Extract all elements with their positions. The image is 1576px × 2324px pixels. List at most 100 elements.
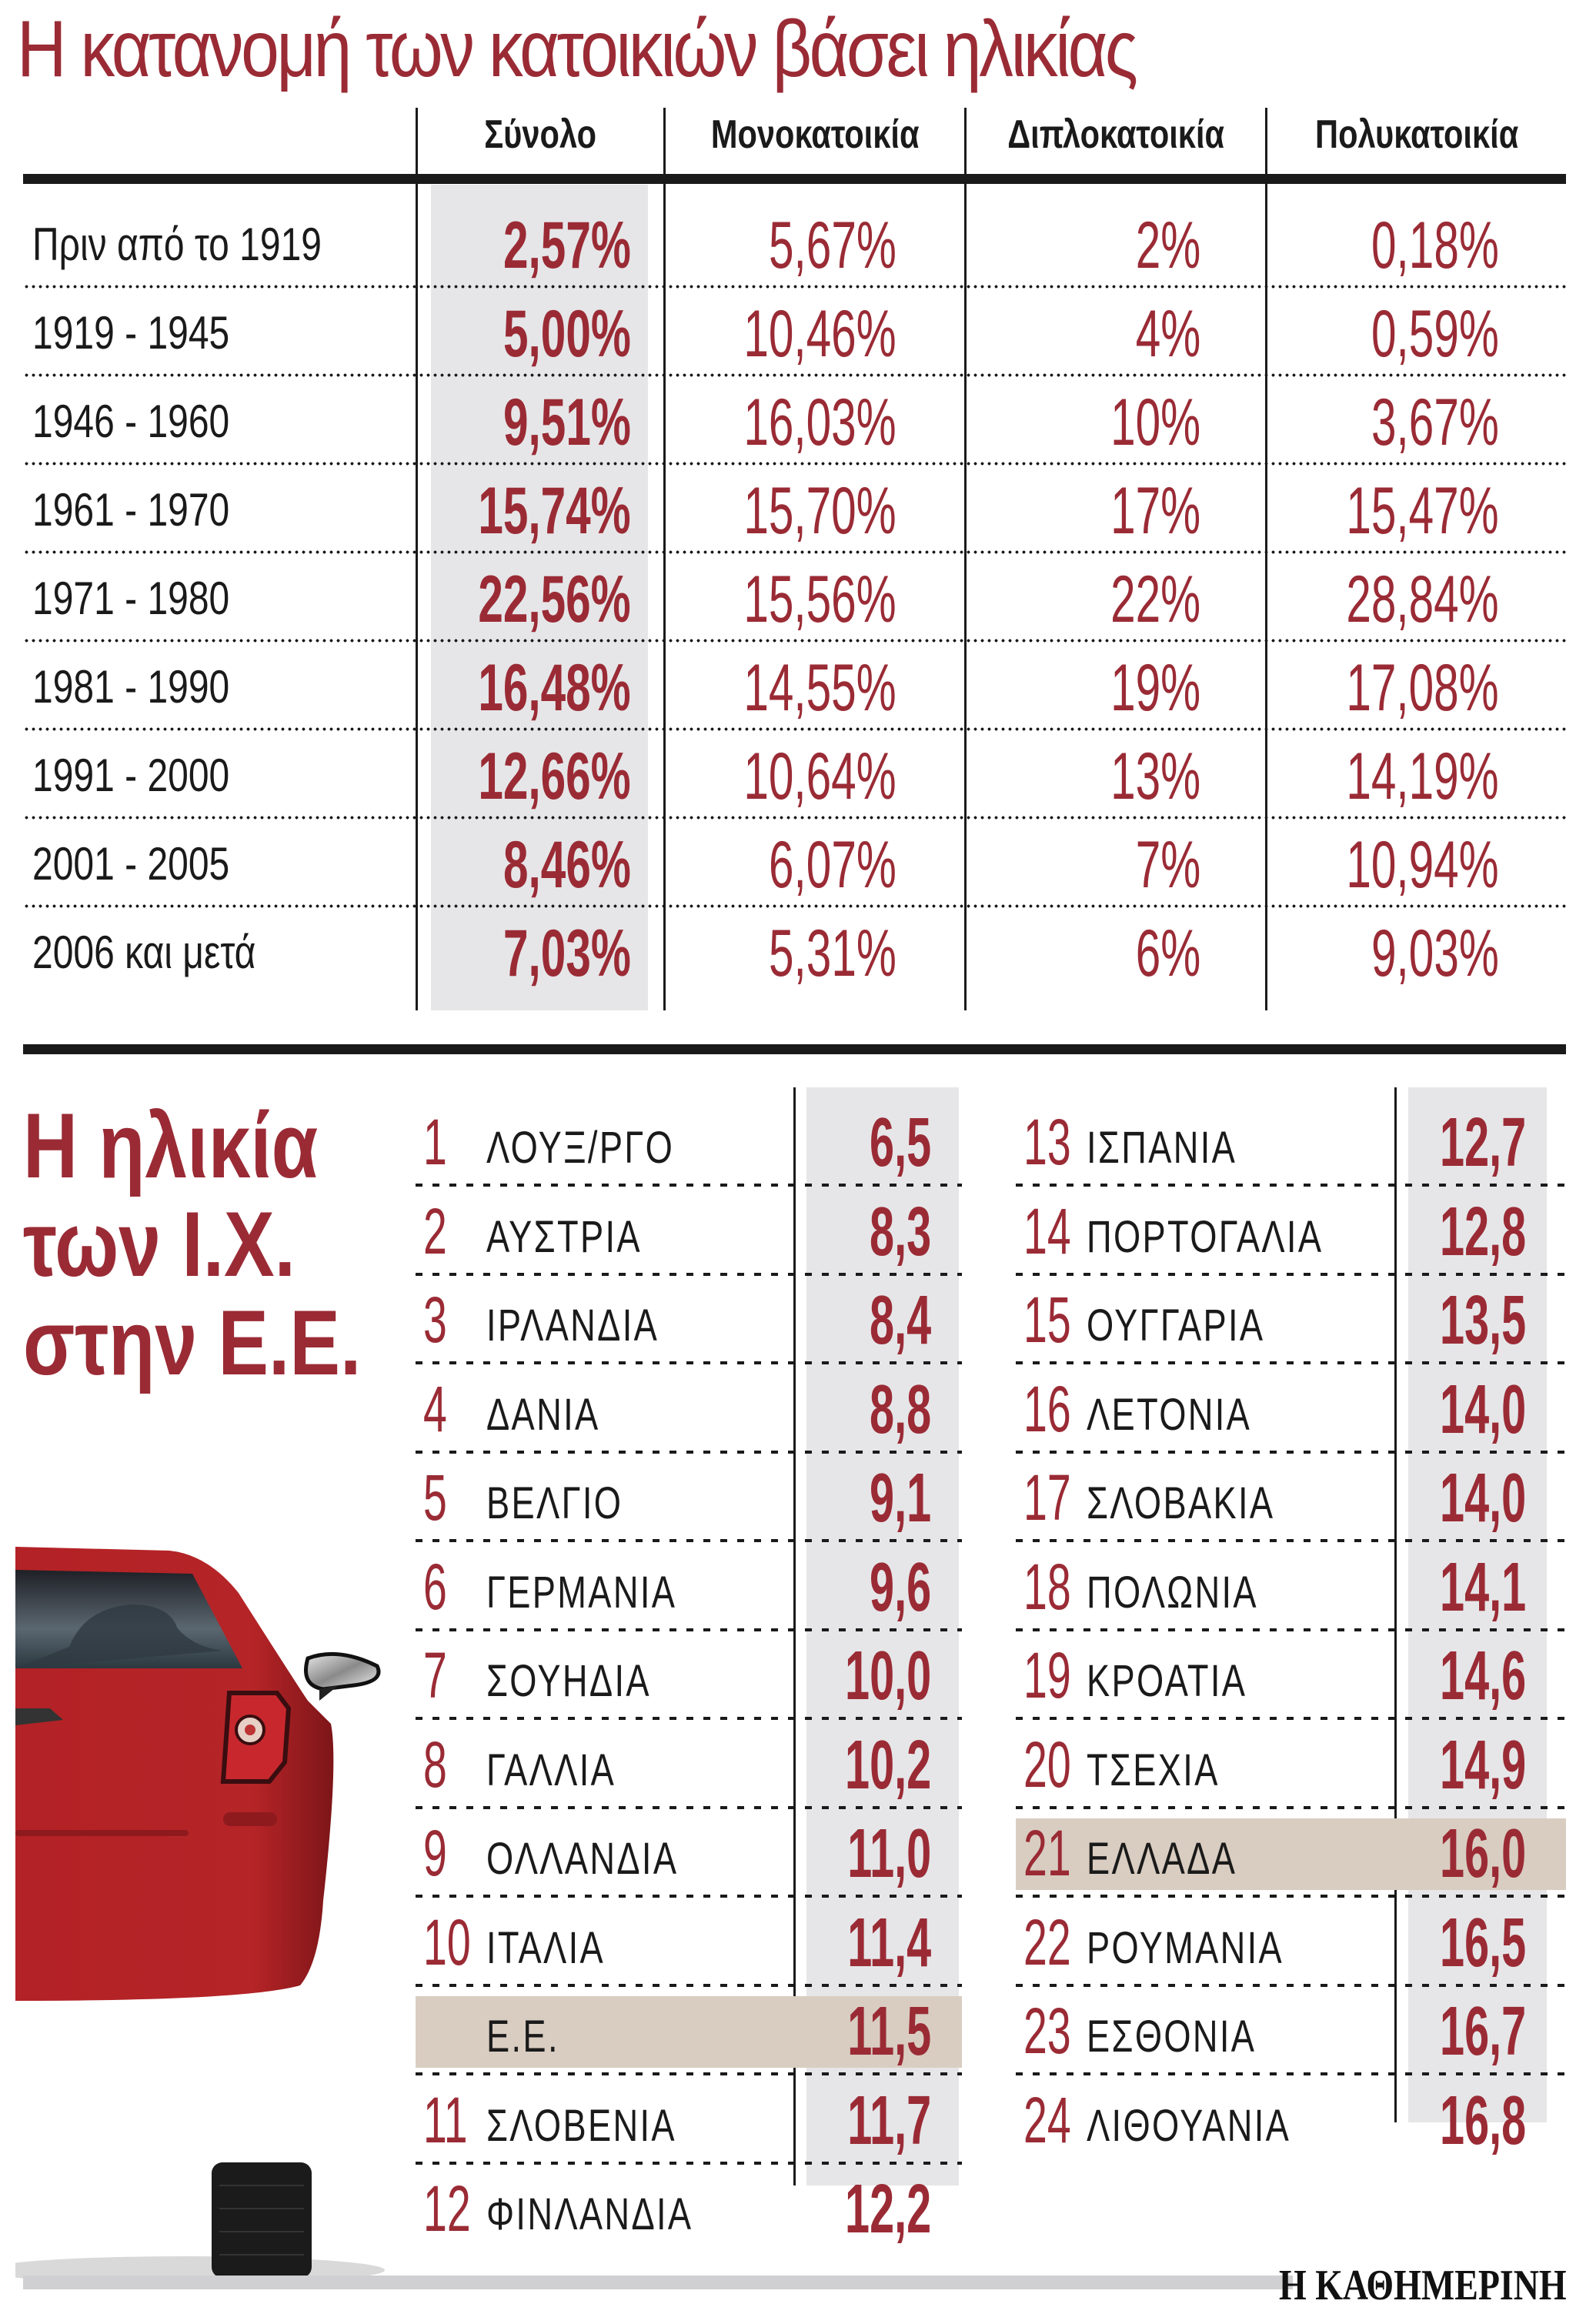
red-car-illustration bbox=[15, 1547, 385, 2284]
period-label: 2001 - 2005 bbox=[32, 838, 230, 890]
country-name: ΙΡΛΑΝΔΙΑ bbox=[486, 1301, 659, 1351]
country-name: ΕΣΘΟΝΙΑ bbox=[1087, 2012, 1257, 2062]
average-age-value: 12,2 bbox=[844, 2171, 931, 2248]
country-name: ΟΥΓΓΑΡΙΑ bbox=[1087, 1301, 1265, 1351]
row-separator bbox=[1016, 1805, 1566, 1809]
average-age-value: 11,4 bbox=[847, 1904, 931, 1982]
rank-number: 19 bbox=[1023, 1639, 1071, 1711]
rank-number: 13 bbox=[1023, 1106, 1071, 1178]
right-column-divider bbox=[1394, 1087, 1397, 2122]
country-name: ΔΑΝΙΑ bbox=[486, 1389, 600, 1440]
table-row: 1991 - 2000 12,66% 10,64% 13% 14,19% bbox=[23, 731, 1566, 820]
average-age-value: 14,1 bbox=[1439, 1548, 1526, 1626]
left-column-divider bbox=[793, 1087, 796, 2185]
detached-value: 6,07% bbox=[769, 828, 897, 902]
table-row: 2001 - 2005 8,46% 6,07% 7% 10,94% bbox=[23, 820, 1566, 908]
list-item: 8 ΓΑΛΛΙΑ 10,2 bbox=[416, 1721, 962, 1809]
country-name: ΒΕΛΓΙΟ bbox=[486, 1478, 623, 1528]
country-name: ΤΣΕΧΙΑ bbox=[1087, 1745, 1220, 1795]
detached-value: 10,64% bbox=[743, 740, 897, 813]
column-divider bbox=[1265, 108, 1267, 1010]
rank-number: 24 bbox=[1023, 2083, 1071, 2156]
row-separator bbox=[1016, 1717, 1566, 1720]
apartment-value: 3,67% bbox=[1371, 386, 1499, 459]
row-separator bbox=[416, 1895, 962, 1898]
list-item: 19 ΚΡΟΑΤΙΑ 14,6 bbox=[1016, 1631, 1566, 1720]
semi-detached-value: 19% bbox=[1110, 651, 1200, 725]
period-label: 1991 - 2000 bbox=[32, 750, 230, 801]
average-age-value: 8,3 bbox=[869, 1193, 931, 1271]
list-item: 2 ΑΥΣΤΡΙΑ 8,3 bbox=[416, 1187, 962, 1276]
country-name: Ε.Ε. bbox=[486, 2012, 559, 2062]
semi-detached-value: 10% bbox=[1110, 386, 1200, 459]
list-item: 22 ΡΟΥΜΑΝΙΑ 16,5 bbox=[1016, 1898, 1566, 1987]
list-item: 5 ΒΕΛΓΙΟ 9,1 bbox=[416, 1454, 962, 1542]
total-value: 2,57% bbox=[503, 209, 631, 282]
rank-number: 10 bbox=[423, 1905, 471, 1978]
rank-number: 20 bbox=[1023, 1728, 1071, 1801]
country-name: ΠΟΛΩΝΙΑ bbox=[1087, 1567, 1258, 1618]
rank-number: 22 bbox=[1023, 1905, 1071, 1978]
semi-detached-value: 22% bbox=[1110, 563, 1200, 636]
right-value-column-shade bbox=[1408, 1087, 1547, 2122]
list-item: 13 ΙΣΠΑΝΙΑ 12,7 bbox=[1016, 1098, 1566, 1187]
country-name: ΠΟΡΤΟΓΑΛΙΑ bbox=[1087, 1211, 1324, 1262]
average-age-value: 9,6 bbox=[869, 1548, 931, 1626]
list-item: 3 ΙΡΛΑΝΔΙΑ 8,4 bbox=[416, 1276, 962, 1364]
period-label: Πριν από το 1919 bbox=[32, 219, 322, 270]
row-separator bbox=[1016, 1184, 1566, 1187]
publisher-logo: Η ΚΑΘΗΜΕΡΙΝΗ bbox=[1279, 2262, 1567, 2309]
highlighted-list-item: Ε.Ε. 11,5 bbox=[416, 1987, 962, 2075]
row-separator bbox=[416, 2161, 962, 2165]
table-row: Πριν από το 1919 2,57% 5,67% 2% 0,18% bbox=[23, 200, 1566, 289]
list-item: 6 ΓΕΡΜΑΝΙΑ 9,6 bbox=[416, 1543, 962, 1631]
average-age-value: 11,7 bbox=[847, 2082, 931, 2159]
column-header-total: Σύνολο bbox=[484, 112, 597, 157]
period-label: 1946 - 1960 bbox=[32, 396, 230, 447]
row-separator bbox=[416, 1450, 962, 1454]
row-separator bbox=[416, 1361, 962, 1364]
period-label: 1919 - 1945 bbox=[32, 307, 230, 359]
rank-number: 7 bbox=[423, 1639, 447, 1711]
rank-number: 15 bbox=[1023, 1284, 1071, 1356]
country-name: ΓΑΛΛΙΑ bbox=[486, 1745, 616, 1795]
table-row: 1971 - 1980 22,56% 15,56% 22% 28,84% bbox=[23, 554, 1566, 643]
total-value: 7,03% bbox=[503, 917, 631, 990]
country-name: ΟΛΛΑΝΔΙΑ bbox=[486, 1834, 679, 1884]
apartment-value: 0,59% bbox=[1371, 297, 1499, 371]
total-value: 12,66% bbox=[478, 740, 631, 813]
table-row: 1981 - 1990 16,48% 14,55% 19% 17,08% bbox=[23, 643, 1566, 731]
total-value: 16,48% bbox=[478, 651, 631, 725]
semi-detached-value: 17% bbox=[1110, 474, 1200, 548]
average-age-value: 16,7 bbox=[1439, 1993, 1526, 2070]
rank-number: 23 bbox=[1023, 1995, 1071, 2067]
country-name: ΙΣΠΑΝΙΑ bbox=[1087, 1123, 1237, 1173]
country-name: ΓΕΡΜΑΝΙΑ bbox=[486, 1567, 677, 1618]
row-separator bbox=[1016, 1983, 1566, 1987]
country-name: ΚΡΟΑΤΙΑ bbox=[1087, 1656, 1247, 1706]
row-separator bbox=[416, 1717, 962, 1720]
apartment-value: 28,84% bbox=[1346, 563, 1499, 636]
detached-value: 16,03% bbox=[743, 386, 897, 459]
row-separator bbox=[416, 1628, 962, 1631]
row-separator bbox=[416, 2072, 962, 2075]
average-age-value: 12,7 bbox=[1439, 1104, 1526, 1181]
average-age-value: 10,0 bbox=[844, 1638, 931, 1715]
rank-number: 4 bbox=[423, 1372, 447, 1445]
list-item: 7 ΣΟΥΗΔΙΑ 10,0 bbox=[416, 1631, 962, 1720]
row-separator bbox=[1016, 1272, 1566, 1276]
table-row: 1946 - 1960 9,51% 16,03% 10% 3,67% bbox=[23, 377, 1566, 466]
semi-detached-value: 6% bbox=[1135, 917, 1200, 990]
row-separator bbox=[416, 1539, 962, 1542]
detached-value: 15,56% bbox=[743, 563, 897, 636]
row-separator bbox=[416, 1184, 962, 1187]
row-separator bbox=[1016, 1895, 1566, 1898]
rank-number: 6 bbox=[423, 1550, 447, 1623]
list-item: 4 ΔΑΝΙΑ 8,8 bbox=[416, 1365, 962, 1454]
country-name: ΣΛΟΒΕΝΙΑ bbox=[486, 2100, 676, 2151]
average-age-value: 14,0 bbox=[1439, 1460, 1526, 1537]
average-age-value: 16,5 bbox=[1439, 1904, 1526, 1982]
highlighted-list-item: 21 ΕΛΛΑΔΑ 16,0 bbox=[1016, 1809, 1566, 1898]
list-item: 18 ΠΟΛΩΝΙΑ 14,1 bbox=[1016, 1543, 1566, 1631]
detached-value: 5,67% bbox=[769, 209, 897, 282]
